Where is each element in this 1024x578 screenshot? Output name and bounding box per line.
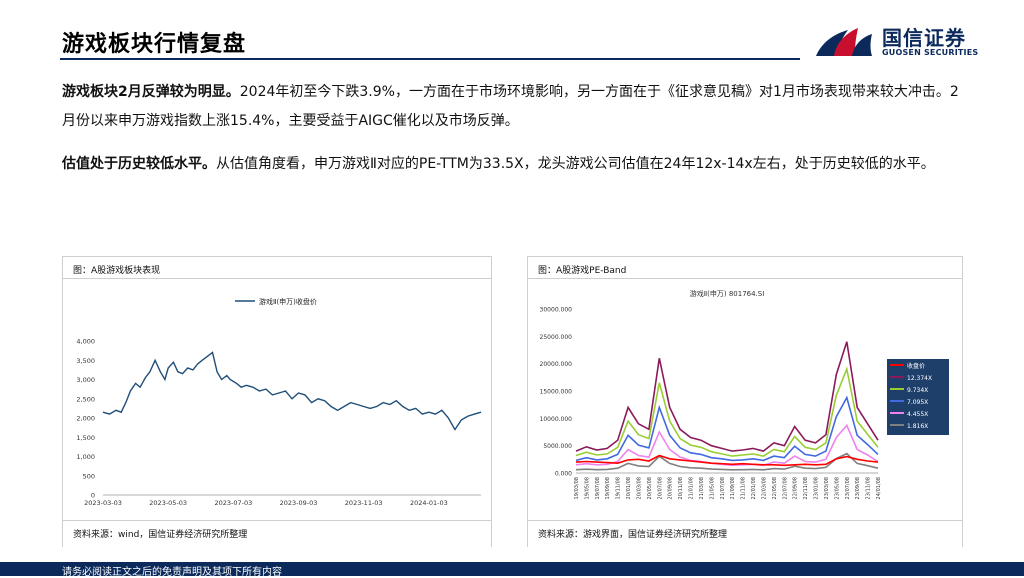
- x-tick-label: 23/01/08: [814, 477, 820, 499]
- y-tick-label: 3,000: [76, 376, 95, 384]
- y-tick-label: 1,500: [76, 434, 95, 442]
- legend-label: 1.816X: [907, 423, 928, 430]
- x-tick-label: 22/03/08: [761, 477, 767, 499]
- x-tick-label: 2023-11-03: [345, 499, 383, 507]
- left-caption-divider: [63, 278, 491, 279]
- series-line: [575, 454, 879, 467]
- series-line: [575, 395, 879, 462]
- right-chart-source: 资料来源：游戏界面，国信证券经济研究所整理: [538, 530, 728, 540]
- paragraph-1-body: 2024年初至今下跌3.9%，一方面在于市场环境影响，另一方面在于《征求意见稿》…: [62, 84, 959, 129]
- title-divider: [60, 58, 800, 60]
- x-tick-label: 2023-09-03: [280, 499, 318, 507]
- x-tick-label: 21/03/08: [699, 477, 705, 499]
- series-line: [575, 366, 879, 457]
- x-tick-label: 20/11/08: [678, 477, 684, 499]
- x-tick-label: 19/03/08: [574, 477, 580, 499]
- x-tick-label: 22/07/08: [782, 477, 788, 499]
- y-tick-label: 0: [91, 492, 95, 500]
- x-tick-label: 21/05/08: [709, 477, 715, 499]
- guosen-logo: [816, 28, 872, 56]
- x-tick-label: 20/07/08: [657, 477, 663, 499]
- x-tick-label: 24/01/08: [876, 477, 882, 499]
- x-tick-label: 23/11/08: [866, 477, 872, 499]
- x-tick-label: 22/09/08: [793, 477, 799, 499]
- x-tick-label: 19/11/08: [616, 477, 622, 499]
- legend-label: 9.734X: [907, 387, 928, 394]
- left-chart-caption: 图：A股游戏板块表现: [73, 266, 161, 276]
- right-source-divider: [528, 520, 962, 521]
- x-tick-label: 21/11/08: [741, 477, 747, 499]
- y-tick-label: 0.000: [555, 471, 572, 478]
- chart-title: 游戏Ⅱ(申万) 801764.SI: [690, 289, 765, 298]
- right-chart-caption: 图：A股游戏PE-Band: [538, 266, 627, 276]
- right-chart-panel: 图：A股游戏PE-Band 游戏Ⅱ(申万) 801764.SI 0.000 5000…: [527, 256, 963, 547]
- left-chart-panel: 图：A股游戏板块表现 游戏Ⅱ(申万)收盘价 0 500 1,000 1,500 2,000…: [62, 256, 492, 547]
- paragraph-2: 估值处于历史较低水平。从估值角度看，申万游戏Ⅱ对应的PE-TTM为33.5X，龙…: [62, 150, 962, 179]
- x-tick-label: 19/07/08: [595, 477, 601, 499]
- logo-chinese-name: 国信证券: [882, 26, 966, 50]
- paragraph-2-body: 从估值角度看，申万游戏Ⅱ对应的PE-TTM为33.5X，龙头游戏公司估值在24年…: [216, 156, 935, 172]
- y-tick-label: 30000.000: [540, 307, 573, 314]
- x-tick-label: 21/01/08: [689, 477, 695, 499]
- disclaimer-text: 请务必阅读正文之后的免责声明及其项下所有内容: [62, 567, 282, 578]
- y-tick-label: 2,000: [76, 415, 95, 423]
- sector-performance-chart: 游戏Ⅱ(申万)收盘价 0 500 1,000 1,500 2,000 2,500 3,000 3…: [76, 297, 482, 507]
- legend-label: 4.455X: [907, 411, 928, 418]
- y-tick-label: 10000.000: [540, 416, 573, 423]
- y-tick-label: 15000.000: [540, 389, 573, 396]
- x-tick-label: 22/05/08: [772, 477, 778, 499]
- x-tick-label: 19/09/08: [605, 477, 611, 499]
- x-tick-label: 2024-01-03: [410, 499, 448, 507]
- legend-label: 收盘价: [907, 362, 925, 370]
- x-tick-label: 20/03/08: [636, 477, 642, 499]
- legend-label: 7.095X: [907, 399, 928, 406]
- y-tick-label: 1,000: [76, 453, 95, 461]
- x-tick-label: 21/09/08: [730, 477, 736, 499]
- series-line: [575, 452, 879, 471]
- paragraph-1-lead: 游戏板块2月反弹较为明显。: [62, 84, 240, 100]
- series-line: [575, 341, 879, 452]
- y-tick-label: 5000.000: [543, 443, 572, 450]
- y-tick-label: 25000.000: [540, 334, 573, 341]
- x-tick-label: 23/07/08: [845, 477, 851, 499]
- x-tick-label: 20/05/08: [647, 477, 653, 499]
- left-chart-source: 资料来源：wind，国信证券经济研究所整理: [73, 530, 248, 540]
- x-tick-label: 21/07/08: [720, 477, 726, 499]
- y-tick-label: 2,500: [76, 395, 95, 403]
- footer-bar: [0, 562, 1024, 576]
- y-tick-label: 3,500: [76, 357, 95, 365]
- x-tick-label: 20/01/08: [626, 477, 632, 499]
- paragraph-1: 游戏板块2月反弹较为明显。2024年初至今下跌3.9%，一方面在于市场环境影响，…: [62, 78, 962, 136]
- pe-band-chart: 游戏Ⅱ(申万) 801764.SI 0.000 5000.000 10000.000 1…: [540, 289, 949, 499]
- paragraph-2-lead: 估值处于历史较低水平。: [62, 156, 216, 172]
- x-tick-label: 23/09/08: [855, 477, 861, 499]
- logo-english-name: GUOSEN SECURITIES: [882, 48, 979, 57]
- series-line: [102, 351, 482, 431]
- x-tick-label: 22/01/08: [751, 477, 757, 499]
- y-tick-label: 4,000: [76, 338, 95, 346]
- left-source-divider: [63, 520, 491, 521]
- x-tick-label: 23/05/08: [834, 477, 840, 499]
- x-tick-label: 2023-07-03: [214, 499, 252, 507]
- y-tick-label: 20000.000: [540, 361, 573, 368]
- x-tick-label: 19/05/08: [584, 477, 590, 499]
- x-tick-label: 2023-05-03: [149, 499, 187, 507]
- right-caption-divider: [528, 278, 962, 279]
- legend-box: [887, 359, 949, 435]
- x-tick-label: 2023-03-03: [84, 499, 122, 507]
- legend-label: 游戏Ⅱ(申万)收盘价: [259, 297, 317, 306]
- x-tick-label: 22/11/08: [803, 477, 809, 499]
- y-tick-label: 500: [83, 472, 95, 480]
- x-tick-label: 20/09/08: [668, 477, 674, 499]
- page-title: 游戏板块行情复盘: [62, 32, 247, 57]
- x-tick-label: 23/03/08: [824, 477, 830, 499]
- legend-label: 12.374X: [907, 375, 932, 382]
